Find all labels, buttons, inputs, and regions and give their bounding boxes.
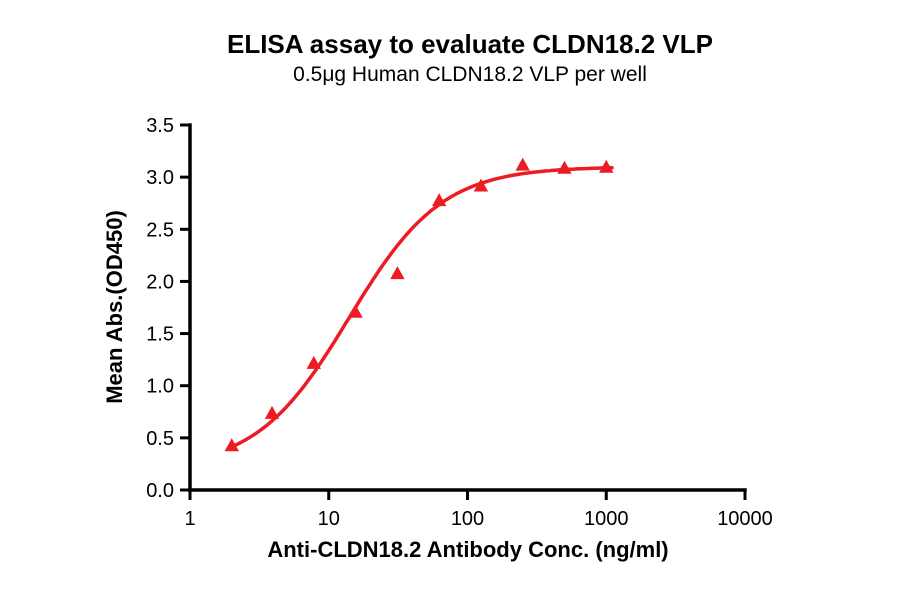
x-tick-label: 10000	[717, 508, 773, 530]
data-point-marker	[557, 160, 572, 174]
x-tick-label: 10	[318, 508, 340, 530]
x-axis-label: Anti-CLDN18.2 Antibody Conc. (ng/ml)	[267, 537, 668, 562]
data-point-marker	[264, 405, 280, 419]
data-series	[224, 157, 614, 452]
chart-title: ELISA assay to evaluate CLDN18.2 VLP	[227, 29, 713, 59]
y-tick-label: 2.0	[146, 271, 174, 293]
y-tick-label: 1.5	[146, 324, 174, 346]
y-tick-label: 0.0	[146, 480, 174, 502]
x-tick-label: 100	[451, 508, 484, 530]
y-tick-label: 1.0	[146, 376, 174, 398]
data-point-marker	[390, 266, 405, 280]
data-point-marker	[431, 193, 447, 207]
data-point-marker	[348, 304, 363, 318]
data-point-marker	[306, 355, 321, 369]
y-tick-label: 3.0	[146, 167, 174, 189]
x-tick-label: 1000	[584, 508, 629, 530]
data-point-marker	[599, 159, 614, 173]
y-tick-label: 0.5	[146, 428, 174, 450]
x-tick-label: 1	[184, 508, 195, 530]
data-point-marker	[224, 438, 239, 452]
axes	[188, 123, 747, 492]
data-point-marker	[515, 157, 530, 171]
data-point-marker	[473, 178, 489, 192]
tick-marks: 0.0 0.5 1.0 1.5 2.0 2.5 3.0 3.5 1 10 100 1000 10000	[146, 115, 773, 530]
y-tick-label: 2.5	[146, 219, 174, 241]
y-axis-label: Mean Abs.(OD450)	[102, 210, 127, 404]
y-tick-label: 3.5	[146, 115, 174, 137]
chart-subtitle: 0.5μg Human CLDN18.2 VLP per well	[293, 63, 647, 86]
fit-curve	[230, 166, 614, 449]
